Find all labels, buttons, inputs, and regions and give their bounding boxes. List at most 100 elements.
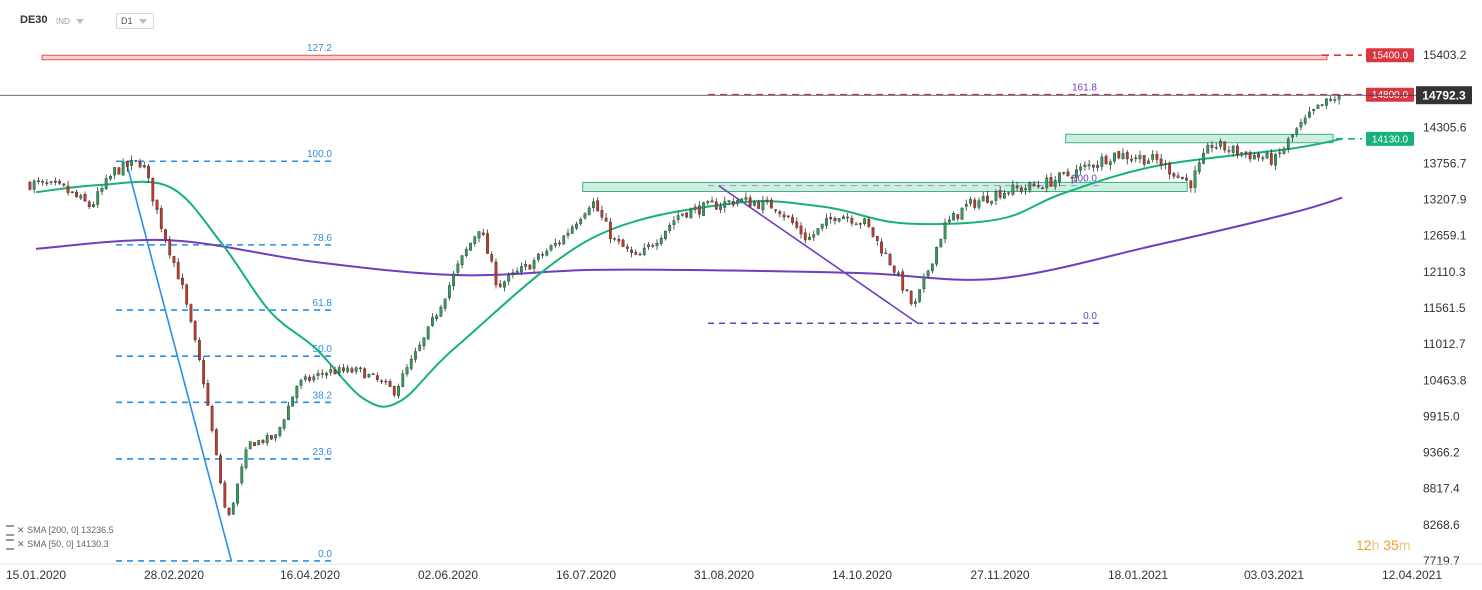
- settings-icon[interactable]: [6, 539, 14, 551]
- x-tick-label: 31.08.2020: [694, 568, 754, 582]
- candle-body: [125, 161, 129, 167]
- candle-body: [808, 236, 811, 240]
- candle-body: [621, 239, 625, 248]
- candle-body: [545, 250, 549, 256]
- candle-body: [1168, 163, 1172, 175]
- candle-body: [1117, 151, 1121, 159]
- close-icon[interactable]: ✕: [17, 525, 25, 535]
- timeframe-text: D1: [121, 16, 133, 26]
- sma50-legend[interactable]: ✕ SMA [50, 0] 14130.3: [6, 539, 109, 551]
- candle-body: [507, 274, 511, 282]
- symbol-label[interactable]: DE30: [20, 14, 48, 26]
- candle-body: [350, 368, 354, 373]
- fib1-label-38.2: 38.2: [313, 390, 333, 401]
- timeframe-select[interactable]: D1: [116, 13, 155, 29]
- candle-body: [761, 200, 765, 211]
- candle-body: [939, 238, 943, 248]
- candle-body: [469, 242, 472, 251]
- candle-body: [155, 199, 159, 210]
- candle-body: [863, 218, 866, 224]
- candle-body: [79, 195, 83, 199]
- candle-body: [176, 261, 180, 280]
- candle-body: [299, 380, 303, 386]
- candle-body: [1286, 138, 1290, 149]
- candle-body: [159, 208, 163, 229]
- candle-body: [714, 201, 718, 210]
- candle-body: [727, 200, 731, 202]
- candle-body: [570, 226, 574, 234]
- market-text: IND: [56, 17, 70, 26]
- candle-body: [1019, 187, 1023, 192]
- level-box-15400.0: [1366, 48, 1414, 63]
- candle-body: [960, 207, 964, 220]
- candle-body: [625, 246, 629, 249]
- candle-body: [778, 211, 782, 215]
- candle-body: [1172, 173, 1176, 177]
- candle-body: [282, 419, 286, 429]
- x-tick-label: 28.02.2020: [144, 568, 204, 582]
- x-tick-label: 15.01.2020: [6, 568, 66, 582]
- candle-body: [316, 373, 320, 376]
- countdown-m-unit: m: [1398, 537, 1411, 553]
- fib1-label-100.0: 100.0: [307, 149, 332, 160]
- candle-body: [130, 160, 134, 166]
- candle-body: [587, 207, 591, 215]
- candle-body: [854, 223, 858, 226]
- candle-body: [1316, 104, 1320, 109]
- candle-body: [53, 180, 57, 183]
- candle-body: [956, 214, 960, 219]
- candle-body: [1295, 128, 1299, 135]
- candle-body: [947, 219, 951, 223]
- candle-body: [740, 198, 744, 202]
- candle-body: [799, 225, 803, 235]
- candle-body: [1113, 152, 1116, 162]
- candle-body: [846, 216, 850, 219]
- candle-body: [397, 386, 400, 396]
- candle-body: [295, 386, 299, 398]
- candle-body: [1163, 163, 1167, 165]
- candle-body: [825, 218, 828, 226]
- candle-body: [897, 272, 900, 275]
- candle-body: [1070, 176, 1074, 179]
- candle-body: [113, 167, 117, 176]
- candle-body: [1041, 187, 1044, 190]
- settings-icon[interactable]: [6, 525, 14, 537]
- candle-body: [558, 242, 561, 245]
- candle-body: [189, 304, 193, 322]
- market-label[interactable]: IND: [56, 17, 85, 26]
- candle-body: [680, 213, 684, 216]
- market-dropdown-icon[interactable]: [76, 19, 85, 25]
- candle-body: [240, 466, 244, 484]
- close-icon[interactable]: ✕: [17, 539, 25, 549]
- candle-body: [736, 200, 739, 204]
- candle-body: [452, 273, 456, 286]
- sma200-legend[interactable]: ✕ SMA [200, 0] 13236.5: [6, 525, 114, 537]
- candle-body: [1134, 157, 1138, 159]
- candle-body: [96, 191, 100, 205]
- candle-body: [312, 376, 316, 381]
- candle-body: [909, 290, 913, 305]
- x-tick-label: 14.10.2020: [832, 568, 892, 582]
- candle-body: [1147, 160, 1150, 164]
- candle-body: [248, 441, 252, 450]
- candle-body: [1278, 152, 1282, 154]
- candle-body: [1011, 184, 1015, 195]
- candle-body: [511, 272, 515, 275]
- candle-countdown: 12h 35m: [1356, 537, 1411, 553]
- candle-body: [265, 434, 269, 444]
- candle-body: [892, 265, 896, 273]
- candle-body: [638, 253, 642, 256]
- candle-body: [829, 217, 833, 220]
- candle-body: [291, 396, 295, 407]
- candle-body: [503, 281, 506, 288]
- candle-body: [1206, 145, 1210, 154]
- fib1-label-78.6: 78.6: [313, 233, 333, 244]
- candle-body: [1227, 150, 1231, 152]
- candle-body: [270, 435, 273, 440]
- candle-body: [278, 427, 282, 436]
- fib1-label-127.2: 127.2: [307, 43, 332, 54]
- candle-body: [659, 237, 663, 244]
- candle-body: [562, 235, 566, 245]
- candle-body: [1257, 153, 1260, 158]
